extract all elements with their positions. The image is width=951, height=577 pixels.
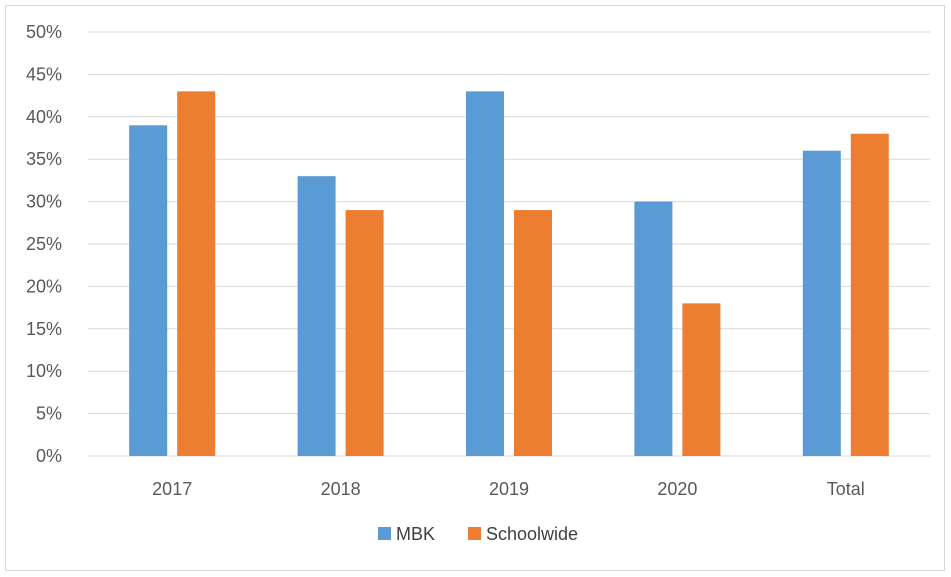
legend-label-schoolwide: Schoolwide (486, 524, 578, 544)
x-tick-label: 2018 (321, 479, 361, 499)
bar-schoolwide-2019 (514, 210, 552, 456)
y-tick-label: 30% (26, 192, 62, 212)
legend-swatch-mbk (378, 527, 391, 540)
y-tick-label: 15% (26, 319, 62, 339)
bar-schoolwide-total (850, 133, 889, 456)
bar-schoolwide-2020 (682, 303, 721, 456)
y-tick-label: 20% (26, 276, 62, 296)
x-tick-label: Total (827, 479, 865, 499)
bar-mbk-2020 (634, 201, 673, 456)
legend: MBK Schoolwide (378, 524, 578, 544)
bar-mbk-2017 (129, 125, 168, 456)
legend-swatch-schoolwide (468, 527, 481, 540)
bar-mbk-2018 (297, 176, 336, 456)
y-tick-label: 25% (26, 234, 62, 254)
bar-schoolwide-2017 (177, 91, 216, 457)
y-tick-label: 40% (26, 107, 62, 127)
y-tick-label: 45% (26, 64, 62, 84)
y-tick-label: 0% (36, 446, 62, 466)
x-tick-label: 2017 (152, 479, 192, 499)
y-tick-label: 10% (26, 361, 62, 381)
legend-label-mbk: MBK (396, 524, 435, 544)
bar-schoolwide-2018 (345, 210, 384, 456)
x-axis-tick-labels: 2017 2018 2019 2020 Total (152, 479, 865, 499)
gridlines (88, 31, 930, 457)
bar-mbk-total (802, 150, 841, 456)
y-tick-label: 35% (26, 149, 62, 169)
y-tick-label: 5% (36, 404, 62, 424)
bar-mbk-2019 (466, 91, 504, 457)
x-tick-label: 2019 (489, 479, 529, 499)
y-axis-tick-labels: 0% 5% 10% 15% 20% 25% 30% 35% 40% 45% 50% (26, 22, 62, 466)
x-tick-label: 2020 (657, 479, 697, 499)
y-tick-label: 50% (26, 22, 62, 42)
bars (129, 91, 889, 457)
